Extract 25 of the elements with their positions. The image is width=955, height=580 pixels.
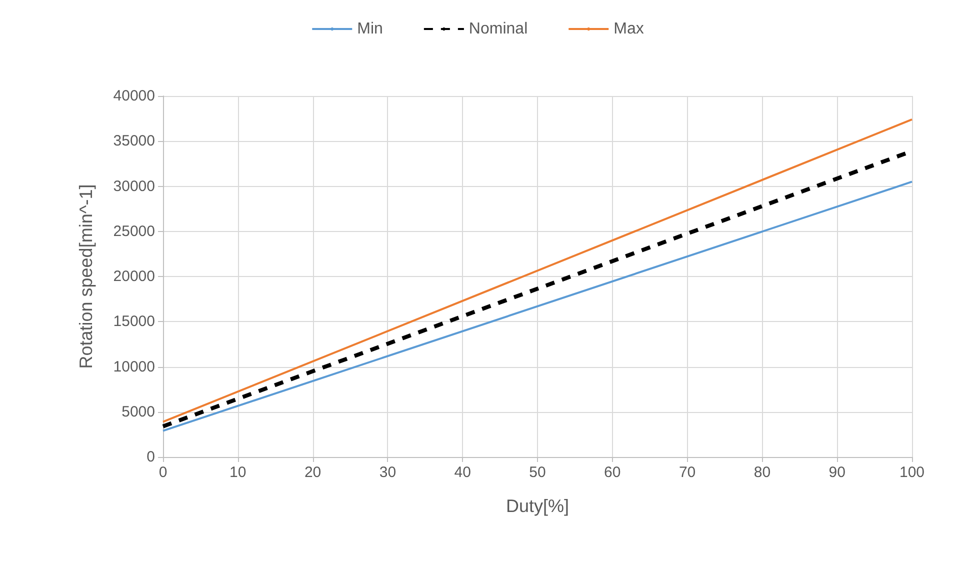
legend-label: Max bbox=[614, 20, 644, 38]
y-tick-label: 25000 bbox=[113, 222, 155, 240]
x-tick-label: 0 bbox=[158, 464, 168, 481]
x-tick-label: 80 bbox=[754, 464, 771, 481]
x-tick-label: 10 bbox=[230, 464, 246, 481]
y-axis-title: Rotation speed[min^-1] bbox=[76, 184, 96, 369]
x-tick-label: 30 bbox=[379, 464, 396, 481]
y-tick-label: 15000 bbox=[113, 313, 155, 330]
x-tick-label: 70 bbox=[678, 464, 696, 481]
y-tick-label: 35000 bbox=[113, 132, 155, 150]
y-tick-label: 5000 bbox=[122, 403, 155, 420]
x-tick-label: 100 bbox=[899, 464, 925, 481]
x-tick-label: 90 bbox=[828, 464, 846, 481]
y-tick-label: 0 bbox=[146, 448, 155, 466]
x-tick-label: 60 bbox=[604, 464, 621, 481]
legend-label: Min bbox=[357, 20, 383, 38]
y-tick-label: 10000 bbox=[113, 358, 155, 376]
legend-label: Nominal bbox=[468, 20, 528, 38]
x-tick-label: 40 bbox=[454, 464, 471, 481]
y-tick-label: 20000 bbox=[113, 268, 155, 285]
x-axis-title: Duty[%] bbox=[506, 496, 570, 516]
x-tick-label: 50 bbox=[529, 464, 546, 481]
y-tick-label: 30000 bbox=[113, 178, 155, 195]
y-tick-label: 40000 bbox=[113, 88, 155, 104]
x-tick-label: 20 bbox=[304, 464, 322, 481]
